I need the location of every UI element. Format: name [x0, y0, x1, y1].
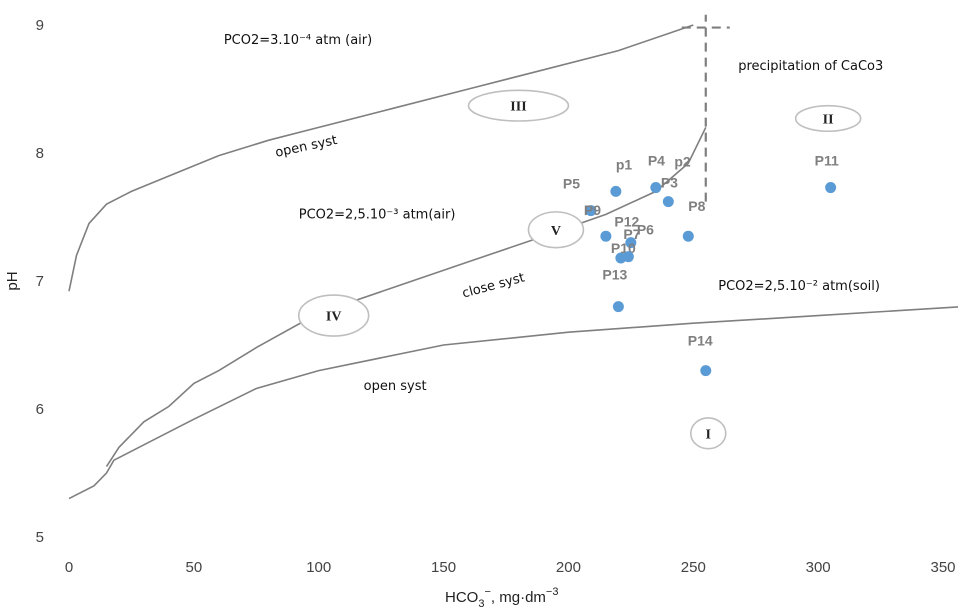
point-P13: [612, 301, 624, 313]
y-tick-9: 9: [36, 17, 44, 34]
x-tick-0: 0: [65, 559, 73, 576]
ticks-layer: 0 50 100 150 200 250 300 350 5 6 7 8 9: [36, 17, 956, 576]
point-label-P7: P7: [623, 226, 640, 242]
point-label-P11: P11: [815, 153, 839, 169]
y-tick-7: 7: [36, 273, 44, 290]
zone-label-V: V: [551, 224, 561, 239]
y-tick-6: 6: [36, 401, 44, 418]
point-p1: [610, 185, 622, 197]
point-P9: [600, 230, 612, 242]
y-axis-title: pH: [4, 271, 21, 290]
zone-label-III: III: [510, 100, 526, 115]
curve-label-4: PCO2=2,5.10⁻² atm(soil): [718, 279, 880, 294]
x-tick-50: 50: [186, 559, 203, 576]
x-axis-title-unit-sup: −3: [546, 586, 559, 598]
x-tick-300: 300: [806, 559, 831, 576]
x-tick-150: 150: [431, 559, 456, 576]
curve-label-5: open syst: [364, 379, 427, 394]
zone-ellipse-I: [689, 417, 727, 450]
zone-ellipse-II: [794, 104, 862, 133]
point-P5: [585, 205, 597, 217]
point-label-P4: P4: [648, 153, 665, 169]
point-label-P9: P9: [584, 202, 601, 218]
y-tick-5: 5: [36, 529, 44, 546]
point-label-P6: P6: [637, 222, 654, 238]
x-tick-250: 250: [681, 559, 706, 576]
zone-label-I: I: [706, 427, 711, 442]
zone-label-II: II: [823, 112, 834, 127]
curve-label-2: PCO2=2,5.10⁻³ atm(air): [299, 207, 456, 222]
point-P14: [700, 365, 712, 377]
zone-ellipse-IV: [297, 294, 370, 337]
curve-label-6: precipitation of CaCo3: [738, 59, 883, 74]
x-axis-title-sub: 3: [478, 598, 484, 610]
point-P4: [650, 182, 662, 194]
x-tick-100: 100: [306, 559, 331, 576]
point-P11: [825, 182, 837, 194]
point-label-P3: P3: [661, 175, 678, 191]
zone-label-IV: IV: [326, 310, 342, 325]
x-axis-title-sup: −: [484, 586, 490, 598]
x-axis-title: HCO3−, mg·dm−3: [445, 586, 558, 610]
curve-middle-closed: [105, 127, 707, 468]
point-P6: [625, 237, 637, 249]
curve-lower-open: [68, 306, 958, 500]
point-P8: [682, 230, 694, 242]
x-tick-350: 350: [930, 559, 955, 576]
x-axis-title-base: HCO: [445, 589, 478, 606]
x-axis-title-unit: , mg·dm: [491, 589, 546, 606]
curve-label-0: PCO2=3.10⁻⁴ atm (air): [224, 33, 372, 48]
y-tick-8: 8: [36, 145, 44, 162]
point-label-P12: P12: [614, 214, 639, 230]
point-label-p1: p1: [616, 156, 633, 172]
point-P12: [622, 251, 634, 263]
curve-label-3: close syst: [461, 270, 527, 301]
x-tick-200: 200: [556, 559, 581, 576]
point-label-P8: P8: [688, 198, 705, 214]
point-label-P14: P14: [688, 333, 713, 349]
point-label-P5: P5: [563, 176, 580, 192]
calcite-boundary: [681, 14, 730, 202]
curve-upper-open: [68, 24, 694, 292]
point-p2: [662, 196, 674, 208]
zone-ellipse-III: [467, 89, 570, 122]
point-label-P13: P13: [602, 267, 627, 283]
point-label-p2: p2: [674, 154, 691, 170]
zone-ellipse-V: [527, 211, 585, 249]
